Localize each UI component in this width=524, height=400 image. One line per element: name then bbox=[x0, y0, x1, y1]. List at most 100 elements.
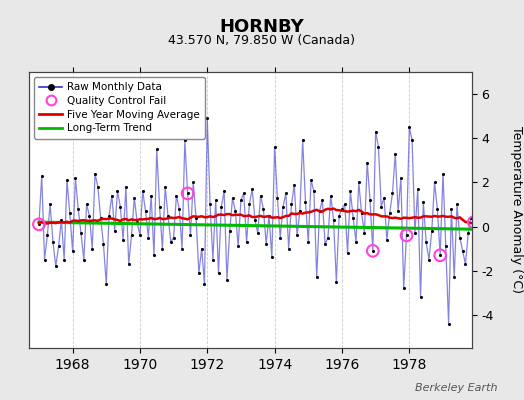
Point bbox=[467, 214, 475, 221]
Point bbox=[430, 179, 439, 186]
Point bbox=[113, 188, 122, 194]
Point bbox=[270, 144, 279, 150]
Text: Berkeley Earth: Berkeley Earth bbox=[416, 383, 498, 393]
Point bbox=[161, 184, 169, 190]
Point bbox=[66, 210, 74, 216]
Point bbox=[200, 281, 209, 287]
Point bbox=[287, 201, 296, 208]
Point bbox=[63, 177, 71, 183]
Point bbox=[439, 170, 447, 177]
Point bbox=[332, 278, 341, 285]
Point bbox=[183, 190, 192, 197]
Point bbox=[453, 201, 461, 208]
Point bbox=[259, 206, 268, 212]
Point bbox=[105, 212, 113, 219]
Point bbox=[125, 261, 133, 267]
Point bbox=[399, 285, 408, 292]
Text: HORNBY: HORNBY bbox=[220, 18, 304, 36]
Point bbox=[57, 217, 66, 223]
Legend: Raw Monthly Data, Quality Control Fail, Five Year Moving Average, Long-Term Tren: Raw Monthly Data, Quality Control Fail, … bbox=[34, 77, 205, 138]
Point bbox=[54, 243, 63, 250]
Point bbox=[433, 206, 442, 212]
Point bbox=[96, 214, 105, 221]
Point bbox=[203, 115, 212, 122]
Point bbox=[301, 199, 310, 206]
Point bbox=[144, 234, 152, 241]
Point bbox=[304, 239, 312, 245]
Point bbox=[330, 217, 338, 223]
Point bbox=[147, 192, 155, 199]
Point bbox=[366, 197, 374, 203]
Point bbox=[150, 252, 158, 258]
Point bbox=[341, 201, 349, 208]
Point bbox=[130, 195, 138, 201]
Point bbox=[214, 270, 223, 276]
Point bbox=[251, 217, 259, 223]
Point bbox=[458, 248, 467, 254]
Point bbox=[352, 239, 360, 245]
Point bbox=[195, 270, 203, 276]
Point bbox=[108, 192, 116, 199]
Point bbox=[299, 137, 307, 144]
Point bbox=[256, 192, 265, 199]
Point bbox=[94, 184, 102, 190]
Point bbox=[315, 208, 324, 214]
Point bbox=[394, 208, 402, 214]
Point bbox=[369, 248, 377, 254]
Point bbox=[290, 182, 299, 188]
Point bbox=[450, 274, 458, 280]
Point bbox=[357, 210, 366, 216]
Y-axis label: Temperature Anomaly (°C): Temperature Anomaly (°C) bbox=[510, 126, 523, 294]
Point bbox=[111, 228, 119, 234]
Point bbox=[245, 201, 254, 208]
Point bbox=[276, 234, 285, 241]
Point bbox=[164, 212, 172, 219]
Point bbox=[158, 246, 167, 252]
Point bbox=[285, 246, 293, 252]
Point bbox=[343, 250, 352, 256]
Point bbox=[456, 234, 464, 241]
Point bbox=[198, 246, 206, 252]
Point bbox=[248, 186, 256, 192]
Point bbox=[444, 320, 453, 327]
Point bbox=[425, 256, 433, 263]
Point bbox=[51, 263, 60, 270]
Point bbox=[46, 201, 54, 208]
Point bbox=[318, 197, 326, 203]
Point bbox=[282, 190, 290, 197]
Point bbox=[88, 246, 96, 252]
Point bbox=[262, 241, 270, 248]
Point bbox=[35, 221, 43, 228]
Point bbox=[99, 241, 107, 248]
Point bbox=[391, 150, 399, 157]
Point bbox=[296, 208, 304, 214]
Point bbox=[74, 206, 82, 212]
Point bbox=[85, 212, 94, 219]
Point bbox=[127, 232, 136, 238]
Point bbox=[321, 241, 329, 248]
Point bbox=[372, 128, 380, 135]
Point bbox=[186, 232, 194, 238]
Point bbox=[152, 146, 161, 152]
Point bbox=[116, 204, 125, 210]
Point bbox=[141, 208, 150, 214]
Point bbox=[273, 195, 281, 201]
Point bbox=[209, 256, 217, 263]
Point bbox=[324, 234, 332, 241]
Point bbox=[374, 144, 383, 150]
Point bbox=[338, 206, 346, 212]
Point bbox=[380, 195, 388, 201]
Point bbox=[312, 274, 321, 280]
Point bbox=[156, 204, 164, 210]
Point bbox=[189, 179, 198, 186]
Point bbox=[369, 248, 377, 254]
Point bbox=[464, 230, 473, 236]
Point bbox=[234, 243, 242, 250]
Point bbox=[102, 281, 111, 287]
Point bbox=[293, 232, 301, 238]
Point bbox=[167, 239, 175, 245]
Point bbox=[60, 256, 68, 263]
Point bbox=[40, 256, 49, 263]
Point bbox=[346, 188, 355, 194]
Point bbox=[169, 234, 178, 241]
